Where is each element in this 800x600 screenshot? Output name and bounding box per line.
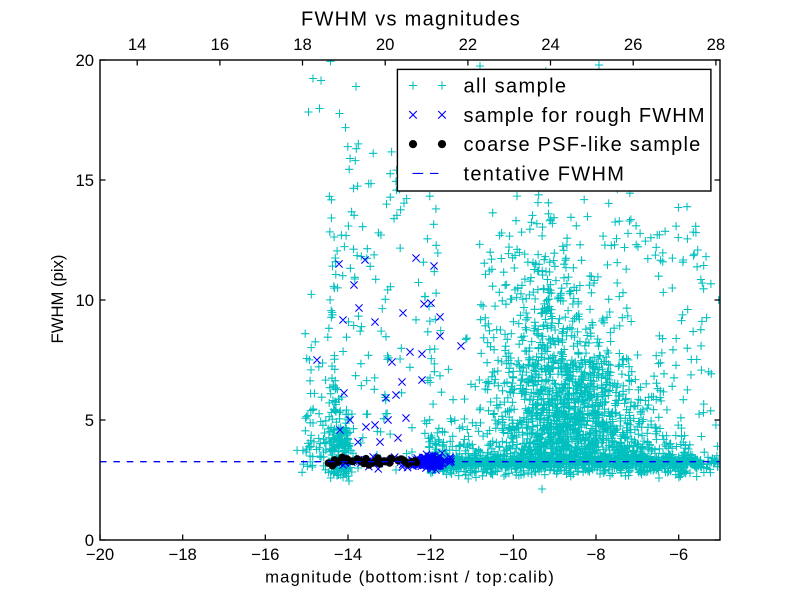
- svg-text:26: 26: [624, 35, 643, 54]
- svg-text:24: 24: [541, 35, 560, 54]
- svg-text:FWHM (pix): FWHM (pix): [48, 255, 67, 344]
- svg-text:FWHM vs magnitudes: FWHM vs magnitudes: [301, 9, 521, 31]
- svg-text:5: 5: [85, 411, 94, 430]
- svg-text:20: 20: [75, 51, 94, 70]
- svg-text:coarse PSF-like sample: coarse PSF-like sample: [464, 134, 702, 156]
- svg-text:22: 22: [459, 35, 478, 54]
- svg-text:−6: −6: [669, 545, 688, 564]
- svg-text:15: 15: [75, 171, 94, 190]
- svg-text:18: 18: [293, 35, 312, 54]
- svg-text:−18: −18: [169, 545, 197, 564]
- svg-text:all sample: all sample: [464, 76, 568, 98]
- svg-text:−14: −14: [334, 545, 362, 564]
- svg-text:−8: −8: [586, 545, 605, 564]
- svg-text:−12: −12: [417, 545, 445, 564]
- svg-text:14: 14: [128, 35, 147, 54]
- svg-text:−20: −20: [86, 545, 114, 564]
- svg-text:16: 16: [211, 35, 230, 54]
- svg-text:−10: −10: [499, 545, 527, 564]
- svg-text:sample for rough FWHM: sample for rough FWHM: [464, 105, 706, 127]
- svg-text:10: 10: [75, 291, 94, 310]
- svg-text:0: 0: [85, 531, 94, 550]
- svg-text:magnitude (bottom:isnt / top:c: magnitude (bottom:isnt / top:calib): [265, 568, 555, 587]
- svg-text:28: 28: [707, 35, 726, 54]
- svg-text:tentative FWHM: tentative FWHM: [464, 163, 626, 185]
- svg-text:−16: −16: [251, 545, 279, 564]
- svg-text:20: 20: [376, 35, 395, 54]
